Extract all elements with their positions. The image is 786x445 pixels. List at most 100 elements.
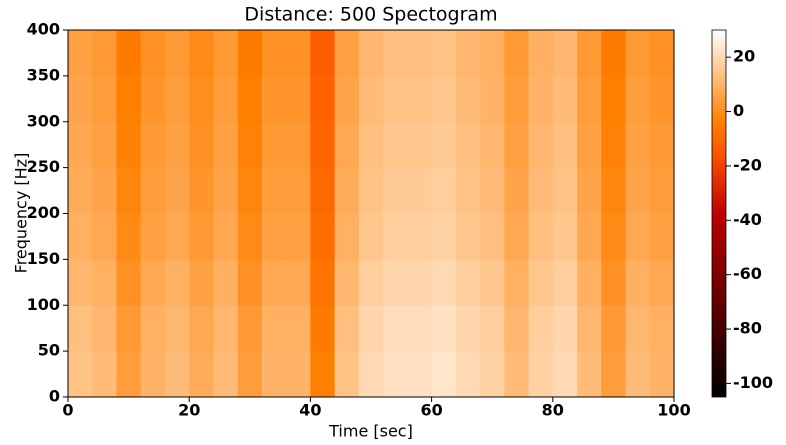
heatmap-cell (431, 351, 457, 398)
heatmap-cell (286, 167, 311, 214)
heatmap-cell (116, 75, 142, 123)
heatmap-cell (189, 167, 214, 214)
heatmap-cell (455, 121, 481, 169)
heatmap-cell (164, 167, 190, 214)
heatmap-cell (649, 121, 675, 169)
heatmap-cell (601, 30, 627, 77)
heatmap-cell (407, 167, 433, 214)
heatmap-cell (310, 305, 336, 352)
heatmap-cell (455, 30, 481, 77)
heatmap-cell (116, 305, 142, 352)
y-tick-label: 150 (27, 249, 60, 268)
heatmap-cell (625, 305, 651, 352)
heatmap-cell (164, 305, 190, 352)
heatmap-cell (213, 213, 239, 260)
colorbar-tick-label: 20 (733, 47, 755, 66)
heatmap-cell (552, 351, 578, 398)
heatmap-cell (577, 167, 602, 214)
y-tick-label: 250 (27, 157, 60, 176)
heatmap-cell (286, 30, 311, 77)
heatmap-cell (649, 75, 675, 123)
colorbar-tick-label: 0 (733, 101, 744, 120)
heatmap-cell (68, 351, 93, 398)
heatmap-cell (431, 121, 457, 169)
heatmap-cell (334, 259, 360, 306)
heatmap-cell (68, 167, 93, 214)
heatmap-cell (237, 30, 263, 77)
heatmap-cell (552, 167, 578, 214)
heatmap-cell (68, 305, 93, 352)
heatmap-cell (577, 30, 602, 77)
heatmap-cell (261, 30, 287, 77)
heatmap-cell (92, 305, 117, 352)
heatmap-cell (431, 213, 457, 260)
heatmap-cell (358, 30, 384, 77)
heatmap-cell (577, 305, 602, 352)
heatmap-cell (649, 167, 675, 214)
heatmap-cell (407, 75, 433, 123)
heatmap-cell (407, 259, 433, 306)
heatmap-cell (480, 75, 505, 123)
heatmap-cell (310, 121, 336, 169)
heatmap-cell (383, 121, 408, 169)
heatmap-cell (164, 213, 190, 260)
heatmap-cell (455, 351, 481, 398)
heatmap-cell (286, 213, 311, 260)
heatmap-cell (92, 121, 117, 169)
heatmap-cell (407, 121, 433, 169)
heatmap-cell (237, 259, 263, 306)
x-tick-label: 80 (542, 401, 564, 420)
heatmap-cell (68, 121, 93, 169)
heatmap-cell (213, 121, 239, 169)
heatmap-cell (358, 305, 384, 352)
heatmap-cell (504, 351, 530, 398)
heatmap-cell (310, 351, 336, 398)
heatmap-cell (164, 75, 190, 123)
heatmap-cell (261, 121, 287, 169)
heatmap-cell (358, 121, 384, 169)
heatmap-cell (189, 259, 214, 306)
heatmap-cell (407, 351, 433, 398)
colorbar (711, 29, 727, 398)
heatmap-cell (92, 259, 117, 306)
heatmap-cell (140, 121, 166, 169)
heatmap-cell (528, 121, 554, 169)
heatmap-cell (601, 121, 627, 169)
x-axis-label: Time [sec] (328, 422, 413, 441)
colorbar-tick-label: -80 (733, 319, 762, 338)
heatmap-cell (528, 75, 554, 123)
heatmap-cell (480, 30, 505, 77)
heatmap-cell (577, 351, 602, 398)
y-tick-label: 50 (38, 341, 60, 360)
heatmap-cell (649, 213, 675, 260)
heatmap-cell (431, 75, 457, 123)
heatmap-cell (601, 259, 627, 306)
heatmap-cell (383, 30, 408, 77)
heatmap-cell (92, 30, 117, 77)
heatmap-cell (407, 305, 433, 352)
y-tick-label: 400 (27, 20, 60, 39)
heatmap-cell (455, 259, 481, 306)
heatmap-cell (334, 121, 360, 169)
heatmap-cell (140, 75, 166, 123)
heatmap-cell (116, 30, 142, 77)
heatmap-cell (140, 305, 166, 352)
heatmap-cell (237, 167, 263, 214)
heatmap-cell (286, 259, 311, 306)
heatmap-cell (383, 75, 408, 123)
heatmap-cell (431, 167, 457, 214)
heatmap-cell (431, 259, 457, 306)
heatmap-cell (455, 213, 481, 260)
heatmap-cell (383, 167, 408, 214)
heatmap-cell (164, 121, 190, 169)
y-axis-label: Frequency [Hz] (12, 153, 31, 274)
heatmap-cell (480, 305, 505, 352)
heatmap-cell (552, 213, 578, 260)
heatmap-cell (552, 75, 578, 123)
heatmap-cell (358, 259, 384, 306)
heatmap-cell (504, 121, 530, 169)
heatmap-cell (625, 351, 651, 398)
heatmap-cell (334, 30, 360, 77)
heatmap-cell (480, 167, 505, 214)
heatmap-cell (625, 167, 651, 214)
